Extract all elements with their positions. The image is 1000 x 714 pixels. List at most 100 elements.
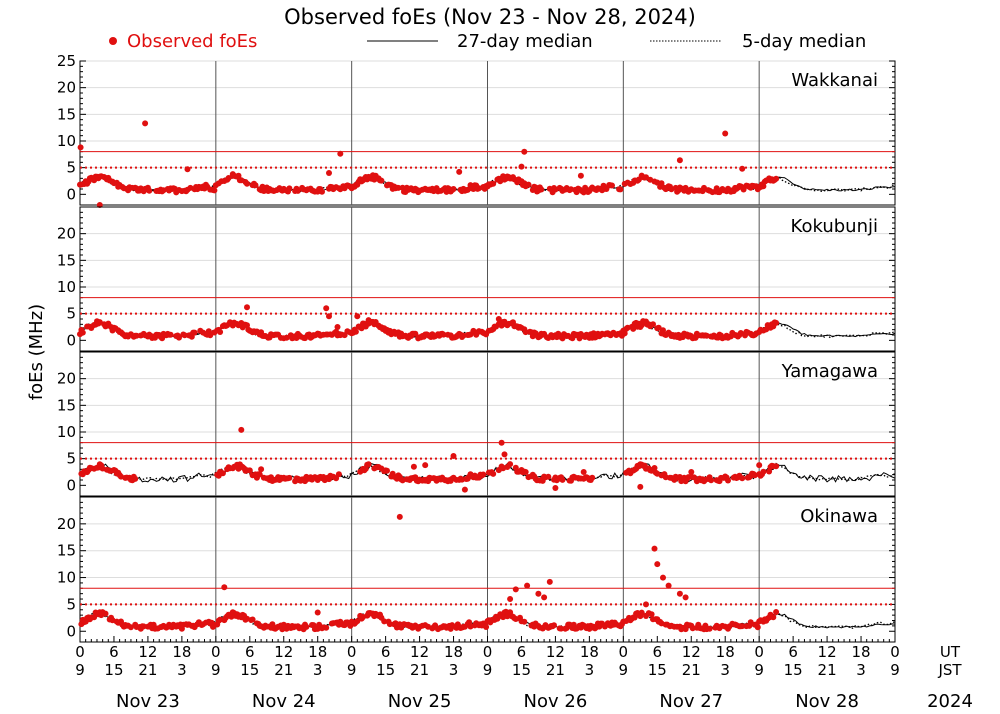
observed-point: [617, 186, 624, 193]
day-label: Nov 24: [252, 691, 316, 712]
observed-point: [142, 120, 149, 127]
observed-point: [167, 331, 174, 338]
y-tick-label: 15: [57, 542, 76, 560]
y-tick-label: 20: [57, 370, 76, 388]
y-tick-label: 15: [57, 105, 76, 123]
observed-point: [637, 324, 644, 330]
y-tick-label: 15: [57, 396, 76, 414]
observed-point: [412, 330, 419, 337]
observed-point: [490, 180, 497, 187]
observed-point: [244, 304, 250, 311]
observed-point: [688, 469, 695, 475]
x-tick-label-ut: 18: [308, 643, 327, 661]
x-tick-label-ut: 6: [517, 643, 527, 661]
legend-median27-label: 27-day median: [457, 31, 593, 52]
x-tick-label-ut: 12: [138, 643, 157, 661]
y-tick-label: 10: [57, 132, 76, 150]
x-tick-label-jst: 15: [512, 661, 531, 679]
x-tick-label-ut: 6: [381, 643, 391, 661]
observed-point: [637, 483, 644, 490]
x-tick-label-jst: 3: [720, 661, 730, 679]
observed-point: [756, 462, 763, 469]
observed-point: [294, 187, 301, 194]
jst-label: JST: [937, 661, 962, 679]
observed-point: [365, 461, 372, 468]
panel-kokubunji: 0 5 10 15 20 Kokubunji: [57, 206, 896, 352]
observed-point: [319, 188, 325, 195]
x-tick-label-jst: 9: [347, 661, 357, 679]
observed-point: [589, 474, 596, 481]
y-tick-label: 20: [57, 225, 76, 243]
observed-point: [450, 453, 457, 459]
observed-point: [384, 467, 390, 474]
observed-point: [722, 130, 729, 137]
observed-point: [507, 596, 514, 602]
observed-point: [102, 610, 109, 617]
observed-point: [252, 182, 259, 189]
x-tick-label-jst: 9: [211, 661, 221, 679]
x-tick-label-ut: 6: [109, 643, 119, 661]
x-tick-label-ut: 12: [546, 643, 565, 661]
observed-point: [286, 474, 293, 481]
x-tick-label-ut: 6: [653, 643, 663, 661]
y-tick-label: 15: [57, 251, 76, 269]
y-tick-label: 0: [66, 476, 76, 494]
x-tick-label-jst: 9: [890, 661, 900, 679]
x-tick-label-jst: 3: [177, 661, 187, 679]
legend-median5-label: 5-day median: [742, 31, 866, 52]
observed-point: [551, 622, 557, 629]
x-tick-label-jst: 15: [784, 661, 803, 679]
observed-point: [323, 305, 330, 312]
y-tick-label: 5: [66, 159, 76, 177]
observed-point: [739, 475, 746, 482]
observed-point: [244, 180, 250, 187]
observed-point: [449, 622, 456, 629]
y-tick-label: 20: [57, 79, 76, 97]
legend-observed-label: Observed foEs: [127, 31, 257, 52]
observed-point: [132, 475, 139, 482]
observed-point: [546, 578, 553, 585]
observed-point: [501, 451, 508, 458]
x-tick-label-jst: 15: [240, 661, 259, 679]
observed-point: [773, 175, 780, 182]
station-panels: 0 5 10 15 20 25 Wakkanai 0 5 10 15 20 Kokubunji 0 5 10 1…: [57, 52, 896, 643]
observed-point: [490, 470, 497, 477]
observed-point: [498, 439, 505, 446]
observed-point: [552, 485, 559, 491]
legend-observed-marker: [109, 37, 117, 45]
x-tick-label-ut: 18: [716, 643, 735, 661]
observed-point: [538, 186, 545, 193]
observed-point: [770, 614, 777, 621]
observed-point: [323, 624, 330, 631]
x-tick-label-jst: 21: [410, 661, 429, 679]
day-label: Nov 27: [659, 691, 723, 712]
day-label: Nov 23: [116, 691, 180, 712]
day-label: Nov 25: [388, 691, 452, 712]
y-tick-label: 5: [66, 595, 76, 613]
observed-point: [665, 582, 672, 589]
observed-point: [558, 625, 565, 632]
observed-point: [660, 574, 666, 581]
x-tick-label-jst: 21: [138, 661, 157, 679]
observed-point: [495, 316, 502, 322]
x-tick-label-ut: 0: [347, 643, 357, 661]
x-tick-label-jst: 21: [274, 661, 293, 679]
observed-point: [760, 468, 767, 475]
station-name: Wakkanai: [791, 70, 878, 91]
x-tick-label-ut: 0: [75, 643, 85, 661]
observed-point: [651, 465, 658, 471]
x-tick-label-jst: 9: [483, 661, 493, 679]
observed-point: [760, 183, 767, 190]
observed-point: [676, 157, 683, 164]
observed-point: [521, 148, 528, 155]
panel-yamagawa: 0 5 10 15 20 Yamagawa: [57, 351, 896, 497]
observed-point: [773, 463, 780, 470]
observed-point: [286, 185, 293, 192]
observed-point: [480, 471, 487, 478]
observed-point: [658, 180, 665, 187]
station-name: Yamagawa: [781, 361, 878, 382]
observed-point: [258, 466, 265, 473]
observed-point: [706, 625, 713, 632]
observed-point: [326, 313, 332, 320]
